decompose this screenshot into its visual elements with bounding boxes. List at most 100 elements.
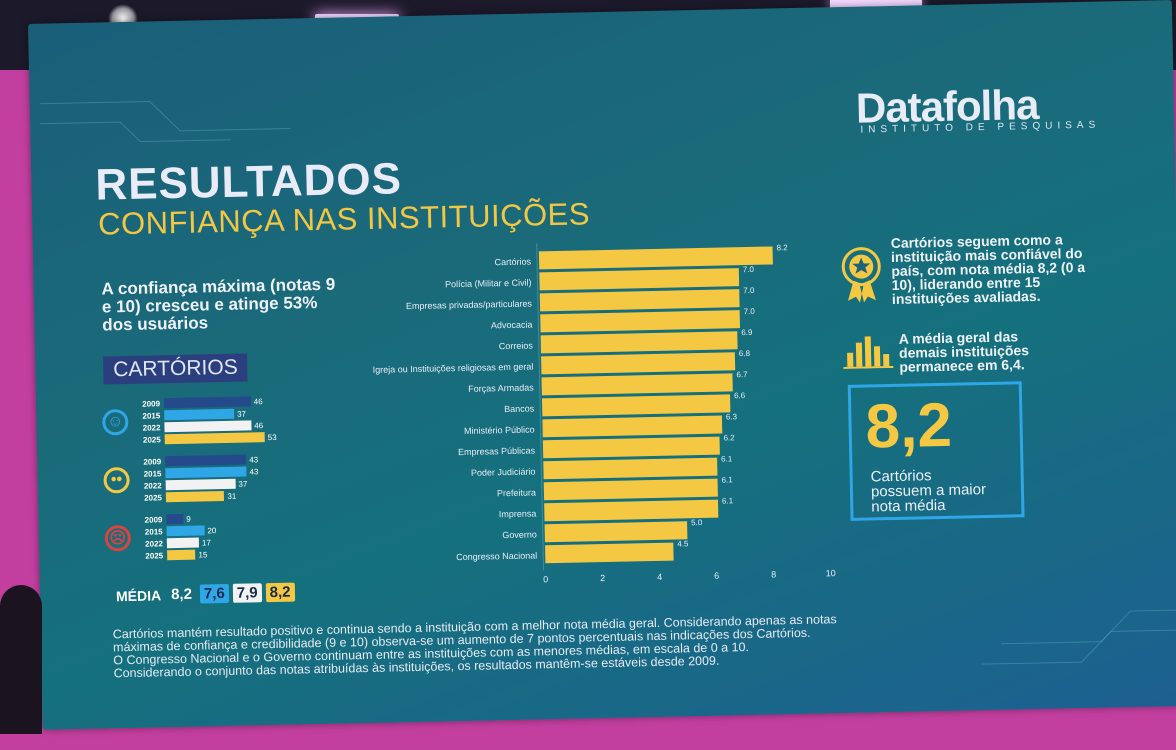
value-label: 6.9 — [741, 328, 753, 337]
mini-value: 46 — [253, 396, 263, 406]
happy-face-icon: ☺ — [102, 408, 129, 436]
chart-bar — [543, 478, 718, 501]
year-label: 2025 — [142, 434, 161, 445]
media-value-2009: 8,2 — [170, 585, 193, 604]
circuit-decoration — [39, 100, 1176, 665]
audience-silhouette — [0, 585, 42, 734]
category-label: Imprensa — [499, 508, 537, 519]
value-label: 6.6 — [734, 391, 746, 400]
value-label: 4.5 — [677, 539, 689, 548]
satisfaction-group: •• 2009 43 2015 43 2022 37 2025 31 — [103, 453, 278, 505]
chart-bar — [539, 289, 740, 312]
chart-bar — [542, 415, 723, 438]
neutral-face-icon: •• — [103, 466, 130, 494]
mini-bar-row: 2025 31 — [132, 489, 259, 504]
mini-value: 9 — [186, 514, 191, 524]
mini-value: 46 — [254, 420, 264, 430]
value-label: 8.2 — [776, 243, 788, 252]
mini-bar — [164, 408, 235, 421]
highlight-text-2: A média geral das demais instituições pe… — [898, 328, 1030, 375]
value-label: 7.0 — [743, 265, 755, 274]
value-label: 7.0 — [743, 286, 755, 295]
value-label: 6.7 — [736, 370, 748, 379]
mini-value: 53 — [267, 432, 277, 442]
value-label: 6.2 — [723, 433, 735, 442]
tick-label: 2 — [600, 573, 605, 583]
chart-bar — [544, 499, 719, 522]
media-value-2022: 7,9 — [232, 583, 262, 603]
category-label: Forças Armadas — [468, 382, 534, 393]
value-label: 5.0 — [691, 518, 703, 527]
value-label: 7.0 — [744, 307, 756, 316]
value-label: 6.1 — [722, 496, 734, 505]
category-label: Poder Judiciário — [471, 466, 536, 477]
chart-bar — [538, 246, 773, 270]
mini-bar — [165, 478, 236, 491]
presentation-slide: Datafolha INSTITUTO DE PESQUISAS RESULTA… — [28, 0, 1176, 730]
sad-face-icon: ☹ — [104, 524, 132, 552]
chart-bar — [543, 457, 718, 480]
year-label: 2022 — [143, 480, 162, 491]
chart-bar — [544, 521, 688, 543]
tick-label: 0 — [543, 574, 548, 584]
category-label: Correios — [499, 340, 534, 351]
mini-bar — [165, 466, 247, 479]
mini-value: 37 — [236, 409, 247, 419]
tick-label: 10 — [826, 568, 836, 578]
chart-bar — [541, 352, 736, 375]
year-label: 2015 — [143, 468, 162, 479]
mini-value: 31 — [227, 491, 237, 501]
highlight-box: 8,2 Cartórios possuem a maior nota média — [847, 381, 1025, 521]
value-label: 6.8 — [739, 349, 751, 358]
category-label: Governo — [502, 529, 537, 540]
media-value-2025: 8,2 — [265, 582, 295, 603]
mini-bar — [164, 432, 265, 445]
big-caption: Cartórios possuem a maior nota média — [870, 467, 987, 516]
mini-bar — [164, 420, 252, 433]
big-caption-line: nota média — [871, 496, 946, 516]
mini-bar — [165, 490, 225, 503]
tick-label: 6 — [714, 571, 719, 581]
mini-bar-row: 2025 15 — [133, 548, 217, 562]
lead-text: A confiança máxima (notas 9 e 10) cresce… — [101, 274, 336, 335]
value-label: 6.1 — [721, 475, 733, 484]
year-label: 2009 — [144, 514, 163, 525]
mini-bar — [165, 454, 247, 467]
chart-bar — [545, 542, 674, 564]
mini-bar — [166, 513, 184, 525]
mini-value: 20 — [207, 525, 217, 535]
category-label: Cartórios — [494, 257, 531, 268]
mini-value: 37 — [238, 479, 248, 489]
year-label: 2015 — [144, 526, 163, 537]
year-label: 2022 — [142, 422, 161, 433]
big-number: 8,2 — [864, 390, 953, 462]
category-label: Empresas privadas/particulares — [406, 298, 533, 311]
satisfaction-mini-charts: ☺ 2009 46 2015 37 2022 46 2025 53 •• 2009 43 2015 43 2… — [102, 395, 280, 573]
tick-label: 4 — [657, 572, 662, 582]
year-label: 2015 — [142, 410, 161, 421]
mini-bar — [163, 396, 251, 409]
satisfaction-group: ☹ 2009 9 2015 20 2022 17 2025 15 — [104, 511, 279, 563]
year-label: 2022 — [145, 538, 163, 549]
mini-bar — [166, 537, 200, 549]
satisfaction-group: ☺ 2009 46 2015 37 2022 46 2025 53 — [102, 395, 277, 447]
mini-value: 17 — [201, 537, 211, 547]
award-medal-icon — [841, 247, 881, 303]
category-label: Ministério Público — [464, 424, 535, 435]
year-label: 2025 — [144, 492, 163, 503]
value-label: 6.3 — [726, 412, 738, 421]
stage-light — [830, 0, 922, 8]
media-label: MÉDIA — [115, 586, 162, 604]
mini-bar — [167, 549, 196, 561]
chart-bar — [540, 310, 741, 333]
chart-bar — [539, 268, 740, 291]
section-label: CARTÓRIOS — [102, 353, 249, 385]
year-label: 2009 — [143, 456, 162, 467]
mini-value: 15 — [198, 549, 208, 560]
category-label: Prefeitura — [497, 487, 536, 498]
mini-value: 43 — [249, 454, 259, 464]
mini-bar — [166, 525, 205, 537]
category-label: Advocacia — [491, 320, 533, 331]
mini-value: 43 — [249, 466, 259, 476]
media-value-2015: 7,6 — [199, 583, 230, 604]
